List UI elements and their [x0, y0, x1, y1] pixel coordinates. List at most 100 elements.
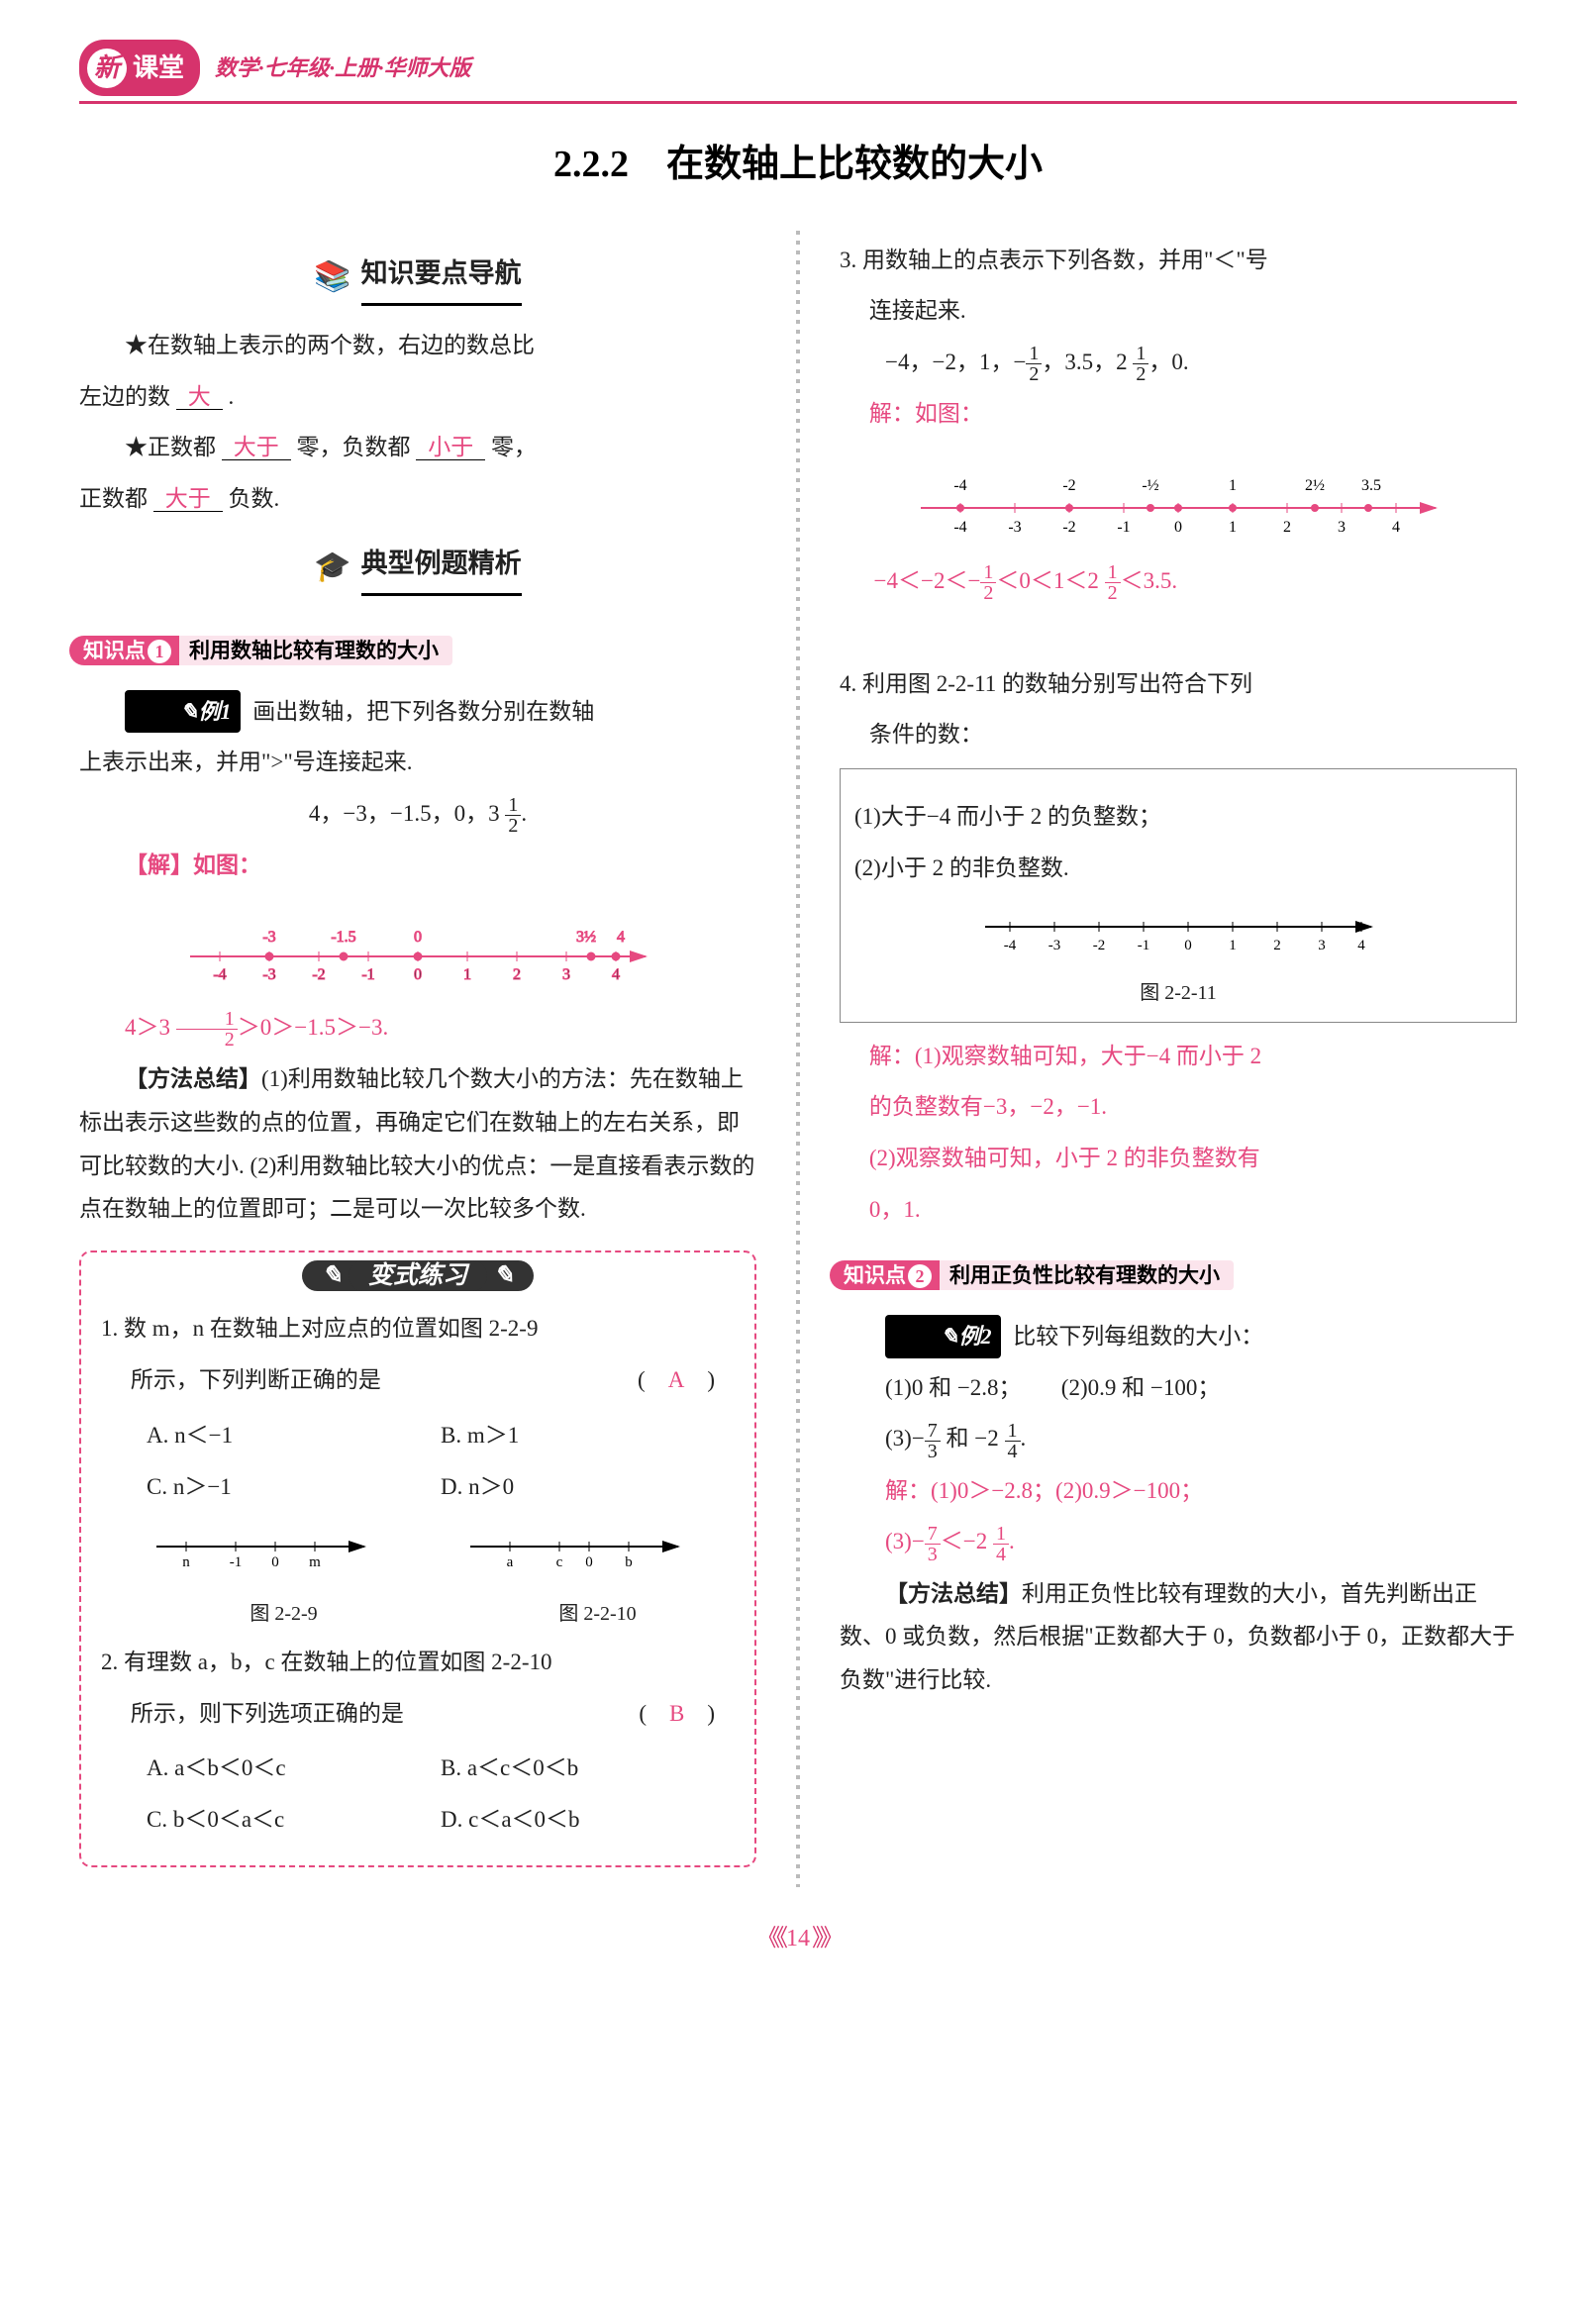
svg-text:-4: -4 [1004, 938, 1017, 953]
svg-text:-2: -2 [1093, 938, 1106, 953]
blank-1: 大 [176, 384, 223, 410]
kp2-text: 利用正负性比较有理数的大小 [940, 1260, 1234, 1290]
q4-box: (1)大于−4 而小于 2 的负整数； (2)小于 2 的非负整数. -4-3-… [840, 768, 1517, 1022]
q1-numberline: n -1 0 m [147, 1522, 374, 1576]
method2-label: 【方法总结】 [885, 1581, 1022, 1606]
fill-3a: 正数都 [79, 486, 148, 511]
blank-3: 小于 [416, 435, 485, 460]
q1-opt-b: B. m＞1 [441, 1414, 735, 1457]
q2-stem: 2. 有理数 a，b，c 在数轴上的位置如图 2-2-10 [101, 1641, 735, 1684]
svg-text:a: a [507, 1554, 514, 1570]
q3-sol-label: 解：如图： [840, 392, 1517, 436]
q3-result: −4＜−2＜−12＜0＜1＜2 12＜3.5. [840, 559, 1517, 603]
q1-stem2-text: 所示，下列判断正确的是 [131, 1367, 381, 1392]
svg-text:0: 0 [585, 1554, 593, 1570]
q2-stem2: 所示，则下列选项正确的是 ( B ) [101, 1692, 735, 1736]
q3-stem2: 连接起来. [840, 289, 1517, 333]
q2-answer: ( B ) [639, 1692, 715, 1736]
svg-text:m: m [309, 1554, 321, 1570]
ex1-result: 4＞3 12＞0＞−1.5＞−3. [79, 1006, 756, 1050]
svg-text:1: 1 [463, 966, 471, 983]
svg-text:-2: -2 [312, 966, 325, 983]
q2-stem2-text: 所示，则下列选项正确的是 [131, 1701, 404, 1726]
svg-text:1: 1 [1229, 477, 1237, 494]
knowledge-point-2: 知识点2利用正负性比较有理数的大小 [830, 1253, 1234, 1297]
fill-2b: 零，负数都 [297, 435, 411, 459]
ex1-body: ✎例1 画出数轴，把下列各数分别在数轴 [79, 690, 756, 734]
svg-text:3½: 3½ [576, 929, 596, 946]
svg-text:c: c [556, 1554, 563, 1570]
q1-answer: ( A ) [638, 1358, 715, 1402]
q1-opt-a: A. n＜−1 [147, 1414, 441, 1457]
svg-text:1: 1 [1229, 938, 1237, 953]
book-icon: 📚 [314, 249, 350, 305]
svg-text:0: 0 [414, 929, 422, 946]
q4-s1: (1)大于−4 而小于 2 的负整数； [854, 795, 1502, 839]
ex1-sol-label: 【解】如图： [79, 844, 756, 887]
fill-1a: ★在数轴上表示的两个数，右边的数总比 [125, 333, 535, 357]
svg-text:4: 4 [617, 929, 625, 946]
brand-badge: 新 课堂 [79, 40, 200, 96]
svg-text:2: 2 [513, 966, 521, 983]
svg-text:n: n [182, 1554, 190, 1570]
fill-line-3: 正数都 大于 负数. [79, 477, 756, 521]
q2-caption: 图 2-2-10 [460, 1595, 735, 1633]
scholar-icon: 🎓 [314, 539, 350, 595]
ex2-ab: (1)0 和 −2.8； (2)0.9 和 −100； [840, 1366, 1517, 1410]
ex1-numberline: -4-3 -2-1 01 23 4 -3-1.50 3½4 [170, 902, 665, 991]
bianshi-title: ✎ 变式练习 ✎ [101, 1252, 735, 1300]
svg-text:2½: 2½ [1305, 477, 1325, 494]
q2-opt-d: D. c＜a＜0＜b [441, 1798, 735, 1842]
kp2-num: 2 [908, 1264, 932, 1288]
knowledge-point-1: 知识点1利用数轴比较有理数的大小 [69, 629, 452, 672]
svg-text:0: 0 [271, 1554, 279, 1570]
q4-caption: 图 2-2-11 [854, 974, 1502, 1012]
column-divider [796, 231, 800, 1887]
ex2-tag: ✎例2 [885, 1315, 1001, 1358]
ex2-sol1: 解：(1)0＞−2.8；(2)0.9＞−100； [840, 1469, 1517, 1513]
svg-text:3.5: 3.5 [1361, 477, 1381, 494]
q3-nums: −4，−2，1，−12，3.5，2 12，0. [840, 341, 1517, 384]
q3-numberline: -4-3-2-101234 -4-2-½12½3.5 [901, 450, 1455, 545]
svg-text:3: 3 [1318, 938, 1326, 953]
ex2-a: (1)0 和 −2.8； [885, 1375, 1010, 1400]
page-header: 新 课堂 数学·七年级·上册·华师大版 [79, 40, 1517, 104]
svg-text:4: 4 [1357, 938, 1365, 953]
ex1-nums: 4，−3，−1.5，0，3 12. [79, 792, 756, 836]
section-1-title: 知识要点导航 [361, 249, 522, 306]
left-column: 📚 知识要点导航 ★在数轴上表示的两个数，右边的数总比 左边的数 大 . ★正数… [79, 231, 756, 1887]
method-1: 【方法总结】(1)利用数轴比较几个数大小的方法：先在数轴上标出表示这些数的点的位… [79, 1057, 756, 1231]
header-subtitle: 数学·七年级·上册·华师大版 [215, 48, 471, 89]
fill-line-2: ★正数都 大于 零，负数都 小于 零， [79, 426, 756, 469]
ex2-b: (2)0.9 和 −100； [1061, 1375, 1221, 1400]
q4-stem: 4. 利用图 2-2-11 的数轴分别写出符合下列 [840, 662, 1517, 706]
q1-options: A. n＜−1 B. m＞1 C. n＞−1 D. n＞0 [147, 1410, 735, 1512]
svg-text:-1: -1 [230, 1554, 243, 1570]
section-1-header: 📚 知识要点导航 [79, 249, 756, 306]
svg-text:0: 0 [414, 966, 422, 983]
svg-text:-3: -3 [1008, 519, 1021, 536]
svg-text:-1: -1 [1138, 938, 1150, 953]
ex1-tag: ✎例1 [125, 690, 241, 734]
fill-1b-text: 左边的数 [79, 384, 170, 409]
q3-stem: 3. 用数轴上的点表示下列各数，并用"＜"号 [840, 239, 1517, 282]
svg-text:4: 4 [612, 966, 620, 983]
kp1-label: 知识点1 [69, 636, 179, 665]
svg-text:-1: -1 [1117, 519, 1130, 536]
svg-text:-3: -3 [262, 966, 275, 983]
q1-stem: 1. 数 m，n 在数轴上对应点的位置如图 2-2-9 [101, 1307, 735, 1351]
svg-text:-1: -1 [361, 966, 374, 983]
q1-caption: 图 2-2-9 [147, 1595, 421, 1633]
svg-text:-2: -2 [1062, 519, 1075, 536]
method1-label: 【方法总结】 [125, 1066, 261, 1091]
svg-text:-3: -3 [1048, 938, 1061, 953]
svg-text:2: 2 [1283, 519, 1291, 536]
q4-ans1a: 解：(1)观察数轴可知，大于−4 而小于 2 [840, 1035, 1517, 1078]
svg-text:4: 4 [1392, 519, 1400, 536]
badge-xin: 新 [87, 49, 127, 88]
badge-text: 课堂 [133, 44, 184, 92]
q2-numberline: ac0b [460, 1522, 688, 1576]
page-title: 2.2.2 在数轴上比较数的大小 [79, 129, 1517, 200]
ex2-body: ✎例2 比较下列每组数的大小： [840, 1315, 1517, 1358]
right-column: 3. 用数轴上的点表示下列各数，并用"＜"号 连接起来. −4，−2，1，−12… [840, 231, 1517, 1887]
